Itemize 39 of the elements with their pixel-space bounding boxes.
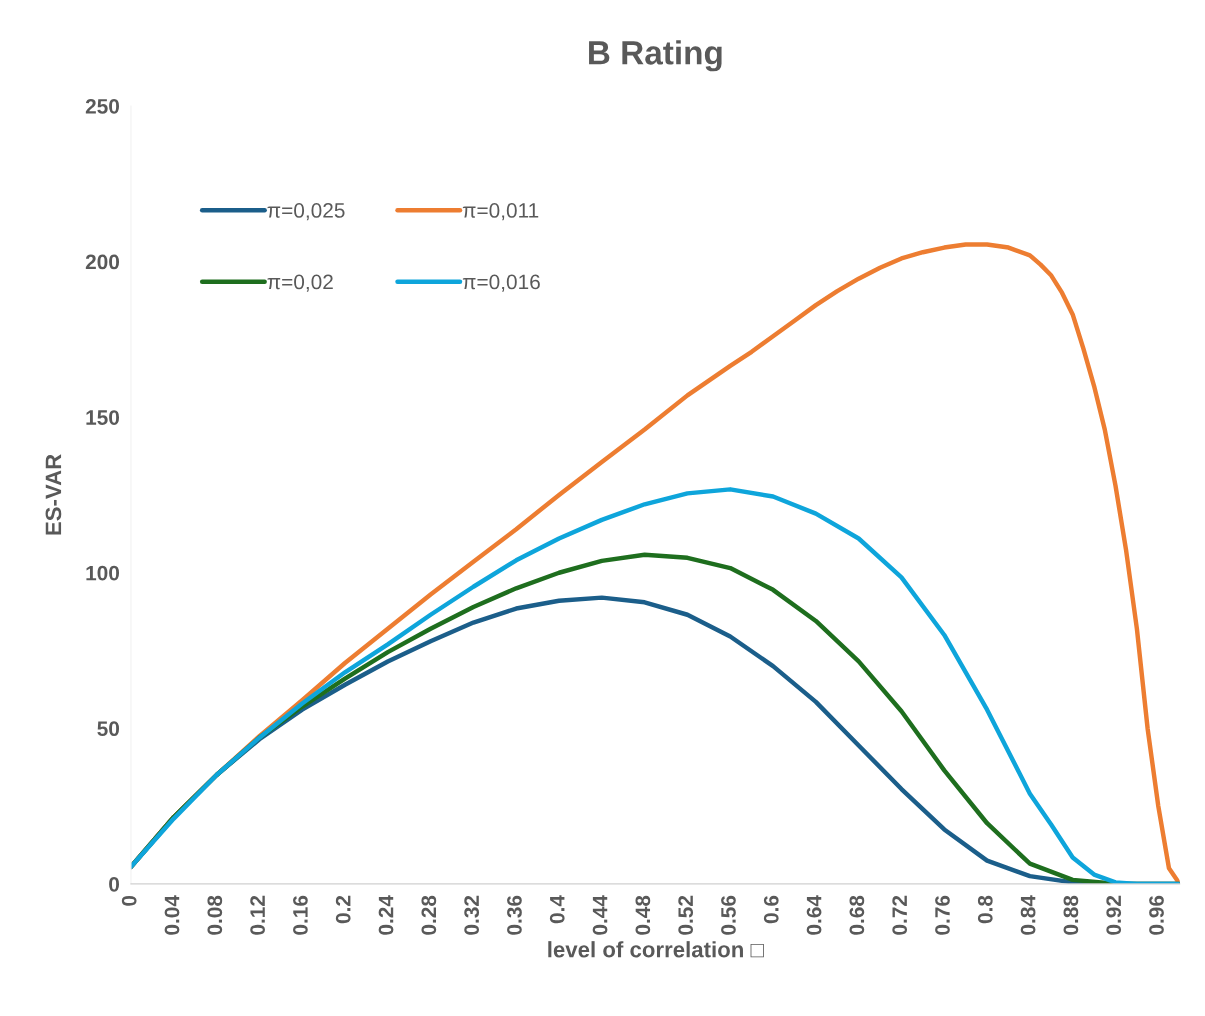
x-tick-label: 0.84 [1020,895,1036,935]
x-tick-label: 0 [121,895,137,906]
x-tick-label: 0.16 [293,895,308,935]
chart-title: B Rating [589,40,722,72]
x-tick-label: 0.32 [464,895,480,935]
y-tick-label: 0 [109,876,120,892]
x-tick-label: 0.44 [592,895,608,935]
x-tick-label: 0.76 [935,895,950,935]
x-tick-label: 0.48 [635,895,651,935]
x-tick-label: 0.12 [250,895,265,935]
x-tick-label: 0.52 [678,895,694,935]
y-axis-title: ES-VAR [45,454,62,535]
legend-label: π=0,02 [267,274,333,292]
legend-label: π=0,016 [462,274,540,292]
x-tick-label: 0.36 [507,895,522,935]
x-tick-label: 0.04 [164,895,180,935]
x-tick-label: 0.72 [892,895,908,935]
x-tick-label: 0.68 [849,895,865,935]
legend-label: π=0,011 [462,203,539,221]
line-series [130,487,1180,884]
y-tick-label: 250 [85,98,120,114]
x-axis-title: level of correlation □ [548,941,764,958]
x-tick-label: 0.56 [721,895,736,935]
x-tick-label: 0.96 [1149,895,1164,935]
y-tick-label: 100 [86,565,120,581]
x-tick-label: 0.08 [207,895,223,935]
x-tick-label: 0.88 [1063,895,1079,935]
x-tick-label: 0.28 [421,895,437,935]
x-tick-label: 0.4 [549,895,565,924]
y-tick-label: 200 [85,254,120,270]
y-tick-label: 150 [86,410,120,425]
x-tick-label: 0.24 [378,895,394,935]
x-tick-label: 0.8 [977,895,993,924]
x-tick-label: 0.6 [763,895,779,924]
x-tick-label: 0.64 [806,895,822,935]
legend-label: π=0,025 [267,203,345,221]
x-tick-label: 0.92 [1106,895,1122,935]
x-tick-label: 0.2 [335,895,351,924]
y-tick-label: 50 [97,721,120,737]
